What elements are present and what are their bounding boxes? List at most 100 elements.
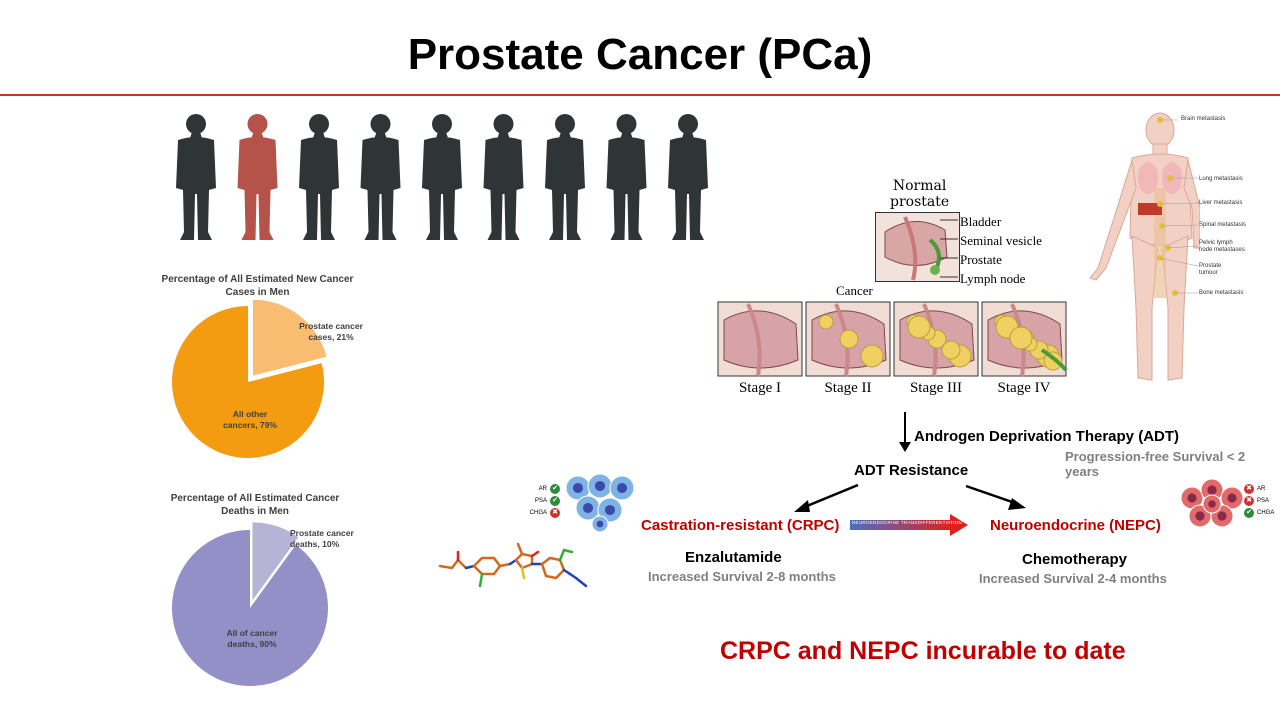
stage-panel-3	[893, 301, 979, 377]
body-label-spinal: Spinal metastasis	[1199, 222, 1247, 228]
body-label-prostate: Prostate	[1199, 263, 1222, 269]
pie2-title-line1: Percentage of All Estimated Cancer	[170, 493, 340, 504]
stage-panel-2	[805, 301, 891, 377]
anatomy-labels: Bladder Seminal vesicle Prostate Lymph n…	[960, 212, 1042, 288]
cross-icon: ✖	[1244, 484, 1254, 494]
pie1-small-line2: cases, 21%	[308, 332, 354, 342]
stage-4-label: Stage IV	[997, 380, 1051, 396]
anatomy-leader-lines	[940, 219, 958, 278]
adt-label: Androgen Deprivation Therapy (ADT)	[914, 428, 1180, 445]
pie1-small-line1: Prostate cancer	[299, 321, 363, 331]
pie1-slice-prostate-label: Prostate cancer cases, 21%	[292, 321, 370, 343]
normal-line1: Normal	[892, 178, 947, 194]
marker-row: ✖ PSA	[1244, 495, 1280, 507]
pie1-title-line2: Cases in Men	[225, 287, 290, 298]
nepc-drug: Chemotherapy	[1022, 551, 1128, 568]
crpc-cell-cluster	[565, 473, 635, 532]
silhouette	[176, 114, 216, 240]
crpc-drug: Enzalutamide	[685, 549, 782, 566]
silhouette-highlighted	[237, 114, 278, 240]
stage-panel-1	[717, 301, 803, 377]
pie1-title-line1: Percentage of All Estimated New Cancer	[161, 274, 354, 285]
metastasis-body-figure	[1089, 112, 1200, 381]
check-icon: ✔	[1244, 508, 1254, 518]
normal-line2: prostate	[890, 194, 950, 210]
marker-row: ✖ AR	[1244, 483, 1280, 495]
marker-label: PSA	[1257, 498, 1270, 504]
pie1-slice-prostate	[252, 300, 327, 376]
marker-row: AR ✔	[520, 483, 560, 495]
pie2-slice-prostate-label: Prostate cancer deaths, 10%	[290, 528, 370, 550]
title-divider	[0, 94, 1280, 96]
pie2-chart	[172, 522, 328, 686]
resistance-branch-arrows	[794, 483, 1026, 512]
marker-row: CHGA ✖	[520, 507, 560, 519]
body-label-brain: Brain metastasis	[1181, 116, 1226, 122]
crpc-label: Castration-resistant (CRPC)	[641, 517, 840, 534]
crpc-survival: Increased Survival 2-8 months	[648, 569, 836, 584]
body-label-pelvic: Pelvic lymph	[1199, 240, 1233, 246]
adt-resistance-label: ADT Resistance	[854, 462, 969, 479]
label-seminal-vesicle: Seminal vesicle	[960, 233, 1042, 248]
pie1-big-line2: cancers, 79%	[223, 420, 277, 430]
marker-row: PSA ✔	[520, 495, 560, 507]
pie2-small-line1: Prostate cancer	[290, 528, 354, 538]
marker-row: ✔ CHGA	[1244, 507, 1280, 519]
crpc-cell	[591, 515, 609, 532]
body-label-liver: Liver metastasis	[1199, 200, 1243, 206]
body-label-tumour: tumour	[1199, 270, 1218, 276]
label-lymph-node: Lymph node	[960, 271, 1026, 286]
marker-label: PSA	[534, 498, 547, 504]
pie2-big-line2: deaths, 90%	[227, 639, 277, 649]
pie2-slice-prostate	[252, 522, 299, 601]
marker-label: AR	[538, 486, 547, 492]
label-prostate: Prostate	[960, 252, 1002, 267]
cross-icon: ✖	[1244, 496, 1254, 506]
transdifferentiation-arrow	[850, 514, 968, 536]
stage-labels: Stage I Stage II Stage III Stage IV	[716, 380, 1076, 397]
pie2-small-line2: deaths, 10%	[290, 539, 340, 549]
body-label-pelvic-2: node metastases	[1199, 247, 1245, 253]
silhouette	[422, 114, 462, 240]
silhouette	[299, 114, 339, 240]
pie1-chart	[172, 300, 327, 458]
marker-label: AR	[1257, 486, 1266, 492]
adt-arrow	[899, 412, 911, 452]
cancer-label: Cancer	[836, 283, 873, 298]
pie1-title: Percentage of All Estimated New Cancer C…	[140, 273, 375, 299]
crpc-cell	[597, 497, 623, 523]
crpc-cell	[609, 475, 635, 501]
marker-label: CHGA	[529, 510, 547, 516]
stage-1-label: Stage I	[738, 380, 782, 396]
label-bladder: Bladder	[960, 214, 1002, 229]
pie1-slice-other	[172, 306, 324, 458]
check-icon: ✔	[550, 496, 560, 506]
crpc-cell	[575, 495, 601, 521]
men-silhouettes	[176, 114, 708, 240]
enzalutamide-molecule	[438, 542, 588, 588]
check-icon: ✔	[550, 484, 560, 494]
pie2-title-line2: Deaths in Men	[221, 506, 289, 517]
stage-panel-4	[981, 301, 1068, 377]
stage-3-label: Stage III	[909, 380, 963, 396]
silhouette	[483, 114, 524, 240]
transdifferentiation-label: NEUROENDOCRINE TRANSDIFFERENTIATION	[852, 520, 963, 525]
nepc-cell-cluster	[1180, 478, 1244, 528]
slide-title: Prostate Cancer (PCa)	[407, 30, 873, 79]
pie2-slice-other-label: All of cancer deaths, 90%	[212, 628, 292, 650]
marker-label: CHGA	[1257, 510, 1275, 516]
silhouette	[668, 114, 708, 240]
silhouette	[360, 114, 401, 240]
nepc-label: Neuroendocrine (NEPC)	[990, 517, 1161, 534]
conclusion-text: CRPC and NEPC incurable to date	[720, 637, 1126, 665]
stage-2-label: Stage II	[824, 380, 872, 396]
nepc-cell	[1220, 486, 1244, 510]
pie1-slice-other-label: All other cancers, 79%	[210, 409, 290, 431]
body-label-bone: Bone metastasis	[1199, 290, 1244, 296]
pfs-label: Progression-free Survival < 2 years	[1065, 449, 1246, 479]
cross-icon: ✖	[550, 508, 560, 518]
silhouette	[545, 114, 585, 240]
normal-prostate-illustration	[875, 212, 960, 282]
nepc-marker-panel: ✖ AR ✖ PSA ✔ CHGA	[1244, 483, 1280, 519]
pie1-big-line1: All other	[232, 409, 268, 419]
